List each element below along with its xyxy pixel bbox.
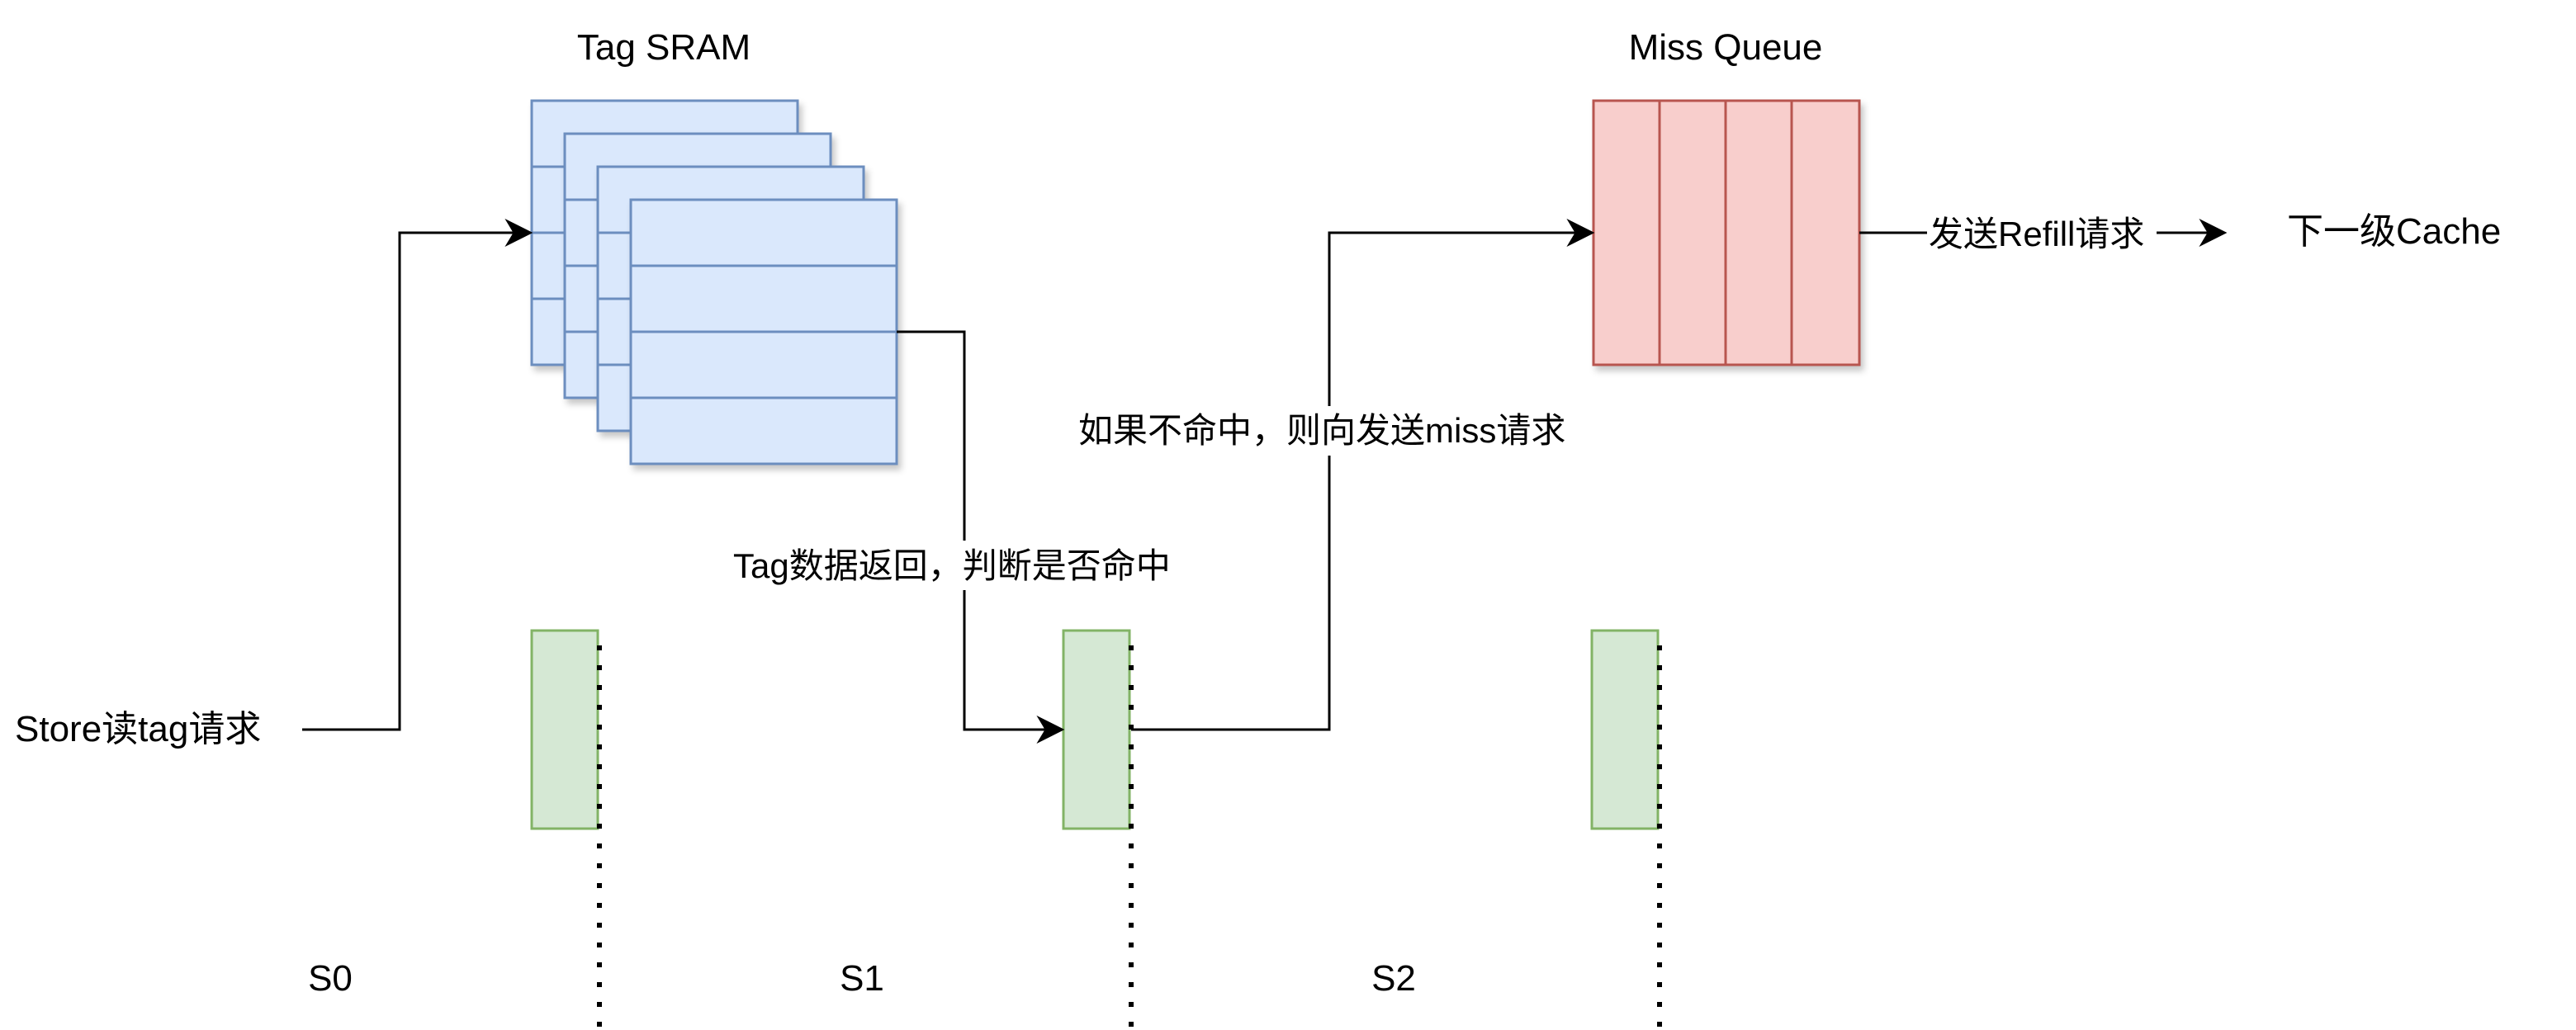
tag-sram-stack bbox=[530, 99, 898, 465]
stage-label-s1: S1 bbox=[840, 958, 884, 999]
tag-return-label: Tag数据返回，判断是否命中 bbox=[733, 546, 1171, 585]
miss-queue-title: Miss Queue bbox=[1629, 27, 1823, 68]
tag-sram-sheet-4 bbox=[629, 198, 898, 465]
store-read-arrow bbox=[302, 219, 533, 731]
pipeline-register-s1 bbox=[1062, 629, 1131, 830]
next-level-cache-label: 下一级Cache bbox=[2287, 211, 2501, 252]
tag-sram-title: Tag SRAM bbox=[577, 27, 751, 68]
miss-request-label-bg bbox=[1073, 406, 1602, 456]
stage-label-s0: S0 bbox=[308, 958, 353, 999]
refill-label: 发送Refill请求 bbox=[1929, 215, 2144, 253]
miss-queue bbox=[1592, 99, 1861, 366]
miss-request-label: 如果不命中，则向发送miss请求 bbox=[1078, 411, 1565, 450]
stage-label-s2: S2 bbox=[1371, 958, 1416, 999]
pipeline-register-s2 bbox=[1590, 629, 1660, 830]
pipeline-register-s0 bbox=[530, 629, 599, 830]
tag-return-arrow bbox=[897, 330, 1065, 744]
miss-request-arrow bbox=[1131, 219, 1595, 731]
refill-label-bg bbox=[1927, 210, 2157, 255]
store-read-label: Store读tag请求 bbox=[15, 709, 261, 749]
tag-return-label-bg bbox=[728, 541, 1191, 590]
